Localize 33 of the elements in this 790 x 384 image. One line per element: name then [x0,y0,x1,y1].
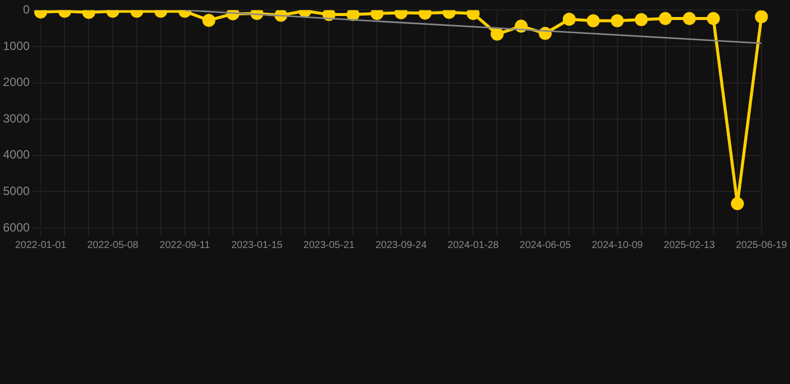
point [466,10,480,20]
point [418,10,432,20]
point [706,12,720,26]
point [562,12,576,26]
point [586,14,600,28]
y-tick-label: 6000 [2,220,30,234]
y-tick-label: 5000 [2,184,30,198]
x-tick-label: 2024-01-28 [448,240,500,251]
point [754,10,768,24]
x-tick-label: 2025-02-13 [664,240,716,251]
y-tick-label: 4000 [2,148,30,162]
point [346,10,360,22]
point [634,13,648,26]
point [610,14,624,28]
x-tick-label: 2023-05-21 [303,240,355,251]
y-tick-label: 1000 [2,38,30,53]
y-tick-label: 2000 [2,75,30,90]
y-tick-label: 3000 [2,111,30,126]
x-tick-label: 2022-01-01 [15,240,67,251]
x-tick-label: 2024-06-05 [520,240,572,251]
x-tick-label: 2022-09-11 [160,240,210,251]
x-tick-label: 2023-09-24 [375,240,428,251]
x-tick-label: 2022-05-08 [87,240,139,251]
x-tick-label: 2023-01-15 [231,240,283,251]
point [370,10,384,20]
y-tick-label: 0 [23,2,30,17]
point [490,28,504,41]
x-tick-label: 2024-10-09 [592,240,644,251]
point [682,12,696,26]
point [658,12,672,26]
point [202,14,216,27]
x-tick-label: 2025-06-19 [736,240,788,251]
point [730,197,744,210]
